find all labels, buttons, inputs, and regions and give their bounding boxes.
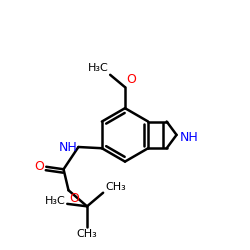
Text: O: O [70, 192, 80, 204]
Text: O: O [34, 160, 44, 173]
Text: H₃C: H₃C [45, 196, 66, 206]
Text: NH: NH [58, 140, 77, 153]
Text: O: O [126, 74, 136, 86]
Text: CH₃: CH₃ [77, 229, 98, 239]
Text: H₃C: H₃C [88, 63, 108, 73]
Text: CH₃: CH₃ [105, 182, 126, 192]
Text: NH: NH [180, 131, 199, 144]
